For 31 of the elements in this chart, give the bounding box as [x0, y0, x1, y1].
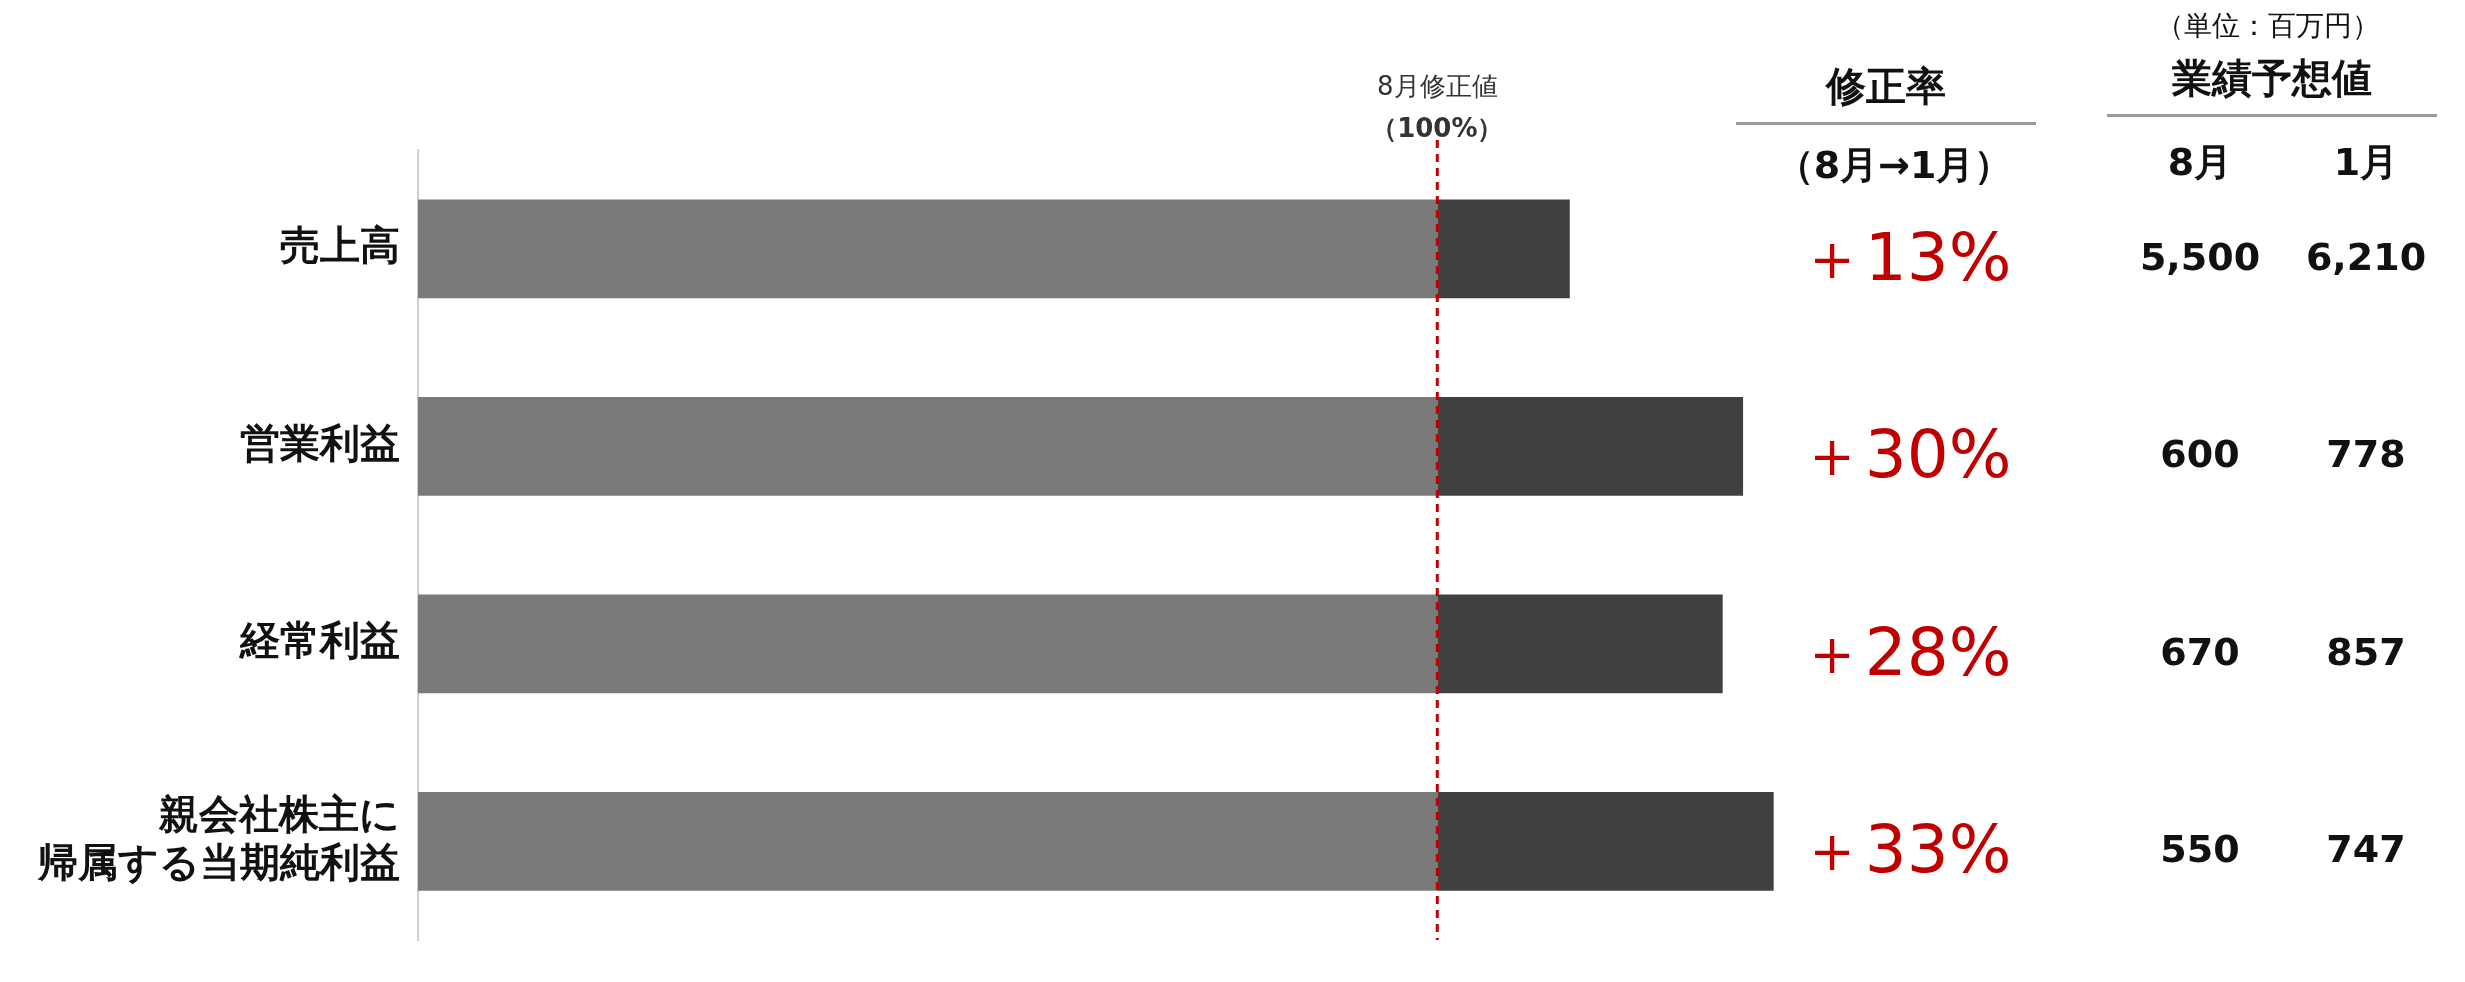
text: 1月 — [2333, 138, 2399, 186]
y-tick-label: 経常利益 — [239, 617, 400, 664]
bar — [1437, 594, 1723, 694]
text: 600 — [2160, 432, 2240, 477]
text: 修正率 — [1736, 59, 2036, 125]
bar — [1437, 791, 1774, 891]
text: 670 — [2160, 629, 2240, 674]
y-tick-label: 売上高 — [280, 222, 400, 269]
text: （単位：百万円） — [2156, 8, 2380, 44]
text: 778 — [2326, 432, 2406, 477]
bar — [418, 199, 1438, 299]
text: 8月 — [2167, 138, 2233, 186]
bar — [418, 791, 1438, 891]
bar — [1437, 396, 1744, 496]
bar — [418, 594, 1438, 694]
bar — [1437, 199, 1570, 299]
ref-line-label: 8月修正値（100%） — [1371, 70, 1504, 143]
data-label: ＋30% — [1798, 416, 2012, 494]
text: 業績予想値 — [2107, 51, 2437, 117]
text: 550 — [2160, 827, 2240, 872]
text: 5,500 — [2139, 234, 2261, 279]
y-tick-label: 営業利益 — [240, 419, 400, 466]
text: 747 — [2326, 827, 2406, 872]
text: 6,210 — [2305, 234, 2427, 279]
text: 857 — [2326, 629, 2406, 674]
data-label: ＋33% — [1798, 811, 2012, 889]
data-label: ＋13% — [1798, 218, 2012, 296]
y-tick-label: 親会社株主に帰属する当期純利益 — [37, 790, 400, 885]
bar — [418, 396, 1438, 496]
text: （8月→1月） — [1775, 141, 2013, 189]
data-label: ＋28% — [1798, 613, 2012, 691]
